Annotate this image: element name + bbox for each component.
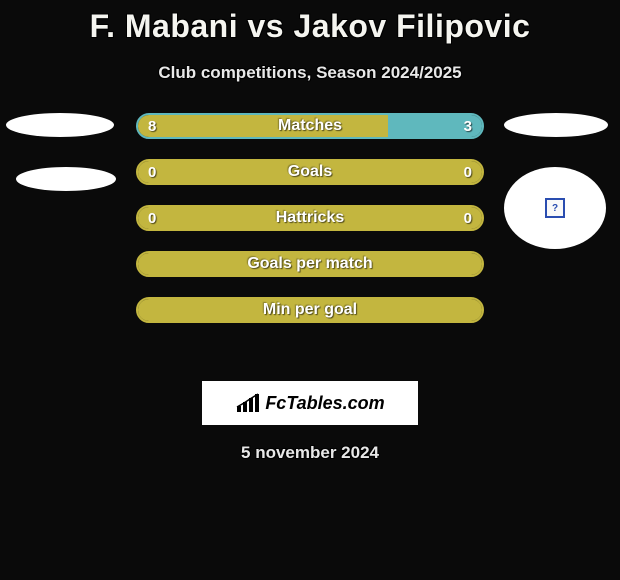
vs-label: vs: [248, 8, 285, 44]
comparison-infographic: F. Mabani vs Jakov Filipovic Club compet…: [0, 0, 620, 463]
stat-bar-left: [138, 161, 482, 183]
avatar-placeholder-ellipse: [16, 167, 116, 191]
club-crest-icon: ?: [545, 198, 565, 218]
branding-content: FcTables.com: [235, 392, 384, 414]
subtitle: Club competitions, Season 2024/2025: [0, 63, 620, 83]
stat-row: Goals per match: [136, 251, 484, 277]
player2-name: Jakov Filipovic: [293, 8, 530, 44]
stats-column: 83Matches 00Goals 00Hattricks Goals per mat…: [136, 113, 484, 343]
stat-bar-left: [138, 115, 388, 137]
branding-badge: FcTables.com: [202, 381, 418, 425]
club-crest-circle: ?: [504, 167, 606, 249]
stat-row: Min per goal: [136, 297, 484, 323]
player1-name: F. Mabani: [90, 8, 239, 44]
stat-row: 00Hattricks: [136, 205, 484, 231]
avatar-placeholder-ellipse: [6, 113, 114, 137]
branding-text: FcTables.com: [265, 393, 384, 414]
stat-bar-left: [138, 253, 482, 275]
stat-row: 83Matches: [136, 113, 484, 139]
date-label: 5 november 2024: [0, 443, 620, 463]
stat-bar-left: [138, 299, 482, 321]
page-title: F. Mabani vs Jakov Filipovic: [0, 8, 620, 45]
stat-row: 00Goals: [136, 159, 484, 185]
branding-chart-icon: [235, 392, 261, 414]
stat-bar-right: [388, 115, 482, 137]
main-content: 83Matches 00Goals 00Hattricks Goals per mat…: [0, 113, 620, 373]
stat-bar-left: [138, 207, 482, 229]
avatar-placeholder-ellipse: [504, 113, 608, 137]
